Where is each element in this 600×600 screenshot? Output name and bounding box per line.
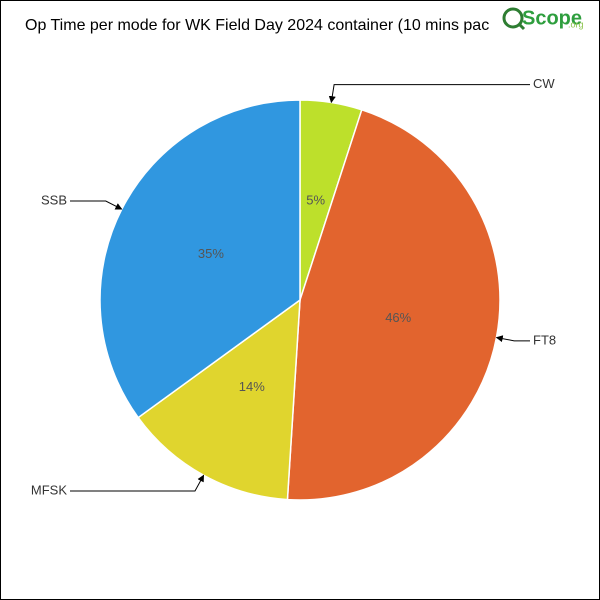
- callout-line: [495, 335, 530, 343]
- callout-line: [328, 84, 530, 104]
- callout-line: [70, 200, 123, 210]
- slice-percent-label: 14%: [239, 379, 265, 394]
- chart-title: Op Time per mode for WK Field Day 2024 c…: [25, 17, 489, 34]
- slice-percent-label: 5%: [306, 193, 325, 208]
- category-label: FT8: [533, 332, 556, 347]
- logo: Scope .org: [500, 4, 592, 36]
- logo-icon-handle: [517, 22, 526, 31]
- slice-percent-label: 35%: [198, 246, 224, 261]
- category-label: SSB: [41, 192, 67, 207]
- logo-suffix: .org: [568, 19, 584, 29]
- category-label: MFSK: [31, 482, 67, 497]
- logo-icon: [502, 7, 524, 29]
- callout-line: [70, 474, 205, 492]
- logo-text: Scope: [522, 7, 582, 29]
- slice-percent-label: 46%: [385, 310, 411, 325]
- category-label: CW: [533, 76, 555, 91]
